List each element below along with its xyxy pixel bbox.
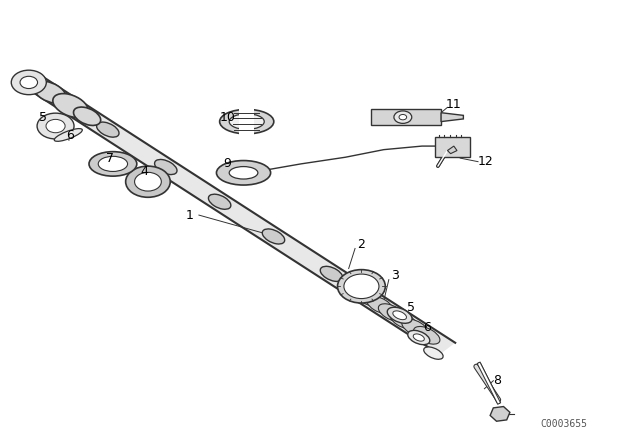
Ellipse shape xyxy=(402,319,428,336)
Text: 3: 3 xyxy=(390,269,399,282)
Ellipse shape xyxy=(337,270,385,303)
Ellipse shape xyxy=(220,109,274,134)
Ellipse shape xyxy=(390,311,417,329)
Ellipse shape xyxy=(125,166,170,197)
Ellipse shape xyxy=(355,289,381,306)
Ellipse shape xyxy=(134,172,161,191)
Ellipse shape xyxy=(378,304,404,321)
Polygon shape xyxy=(435,137,470,157)
Ellipse shape xyxy=(46,119,65,133)
Text: 4: 4 xyxy=(141,165,148,178)
Text: 8: 8 xyxy=(493,374,501,387)
Text: 7: 7 xyxy=(106,151,114,164)
Polygon shape xyxy=(447,146,457,154)
Ellipse shape xyxy=(37,113,74,139)
Ellipse shape xyxy=(155,159,177,175)
Ellipse shape xyxy=(99,156,127,172)
Ellipse shape xyxy=(387,307,412,323)
Polygon shape xyxy=(26,76,455,354)
Ellipse shape xyxy=(229,114,264,129)
Text: 1: 1 xyxy=(186,209,193,222)
Ellipse shape xyxy=(343,281,369,299)
Ellipse shape xyxy=(33,81,66,103)
Ellipse shape xyxy=(367,296,393,314)
Ellipse shape xyxy=(408,330,430,345)
Ellipse shape xyxy=(424,347,443,359)
Polygon shape xyxy=(371,109,441,125)
Text: 5: 5 xyxy=(407,301,415,314)
Ellipse shape xyxy=(20,76,38,89)
Ellipse shape xyxy=(393,311,406,320)
Ellipse shape xyxy=(216,160,271,185)
Ellipse shape xyxy=(399,115,406,120)
Text: 10: 10 xyxy=(220,111,236,124)
Ellipse shape xyxy=(344,274,379,298)
Text: 9: 9 xyxy=(223,157,232,170)
Ellipse shape xyxy=(413,327,440,344)
Polygon shape xyxy=(441,113,463,121)
Polygon shape xyxy=(490,406,510,421)
Text: 11: 11 xyxy=(446,98,461,111)
Ellipse shape xyxy=(262,229,285,244)
Ellipse shape xyxy=(74,107,100,125)
Text: 12: 12 xyxy=(478,155,493,168)
Ellipse shape xyxy=(394,111,412,123)
Ellipse shape xyxy=(229,167,258,179)
Ellipse shape xyxy=(12,70,46,95)
Ellipse shape xyxy=(53,94,88,117)
Ellipse shape xyxy=(54,129,83,141)
Text: 6: 6 xyxy=(67,129,74,142)
Ellipse shape xyxy=(209,194,231,209)
Text: 5: 5 xyxy=(39,111,47,124)
Ellipse shape xyxy=(89,152,137,176)
Ellipse shape xyxy=(97,122,119,137)
Polygon shape xyxy=(239,108,254,135)
Text: 6: 6 xyxy=(423,321,431,334)
Ellipse shape xyxy=(320,266,342,281)
Ellipse shape xyxy=(413,334,424,341)
Text: 2: 2 xyxy=(358,237,365,250)
Text: C0003655: C0003655 xyxy=(541,419,588,429)
